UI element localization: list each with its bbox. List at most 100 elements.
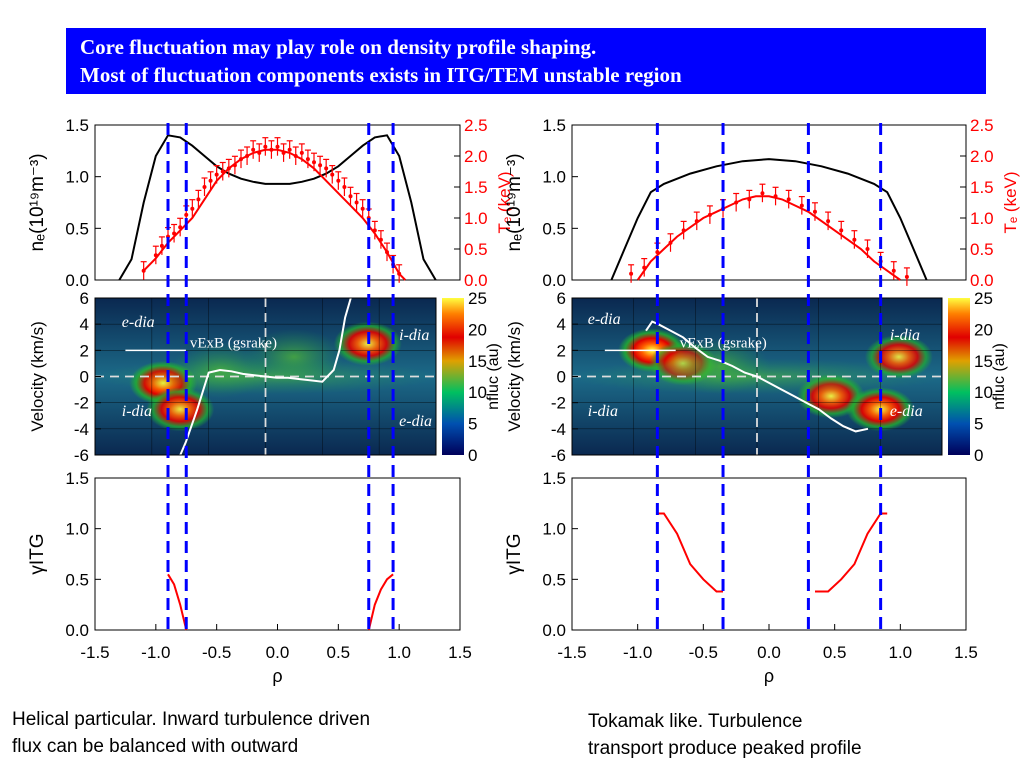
y-tick-label-1: 0.5 <box>65 570 89 589</box>
te-data-point <box>318 163 323 168</box>
y-tick-label-3: 1.5 <box>542 469 566 488</box>
y-tick-label-2: 1.0 <box>65 168 89 187</box>
te-data-point <box>324 166 329 171</box>
annotation-0: e-dia <box>122 314 155 331</box>
te-data-point <box>786 197 791 202</box>
annotation-3: e-dia <box>890 403 923 420</box>
y2-tick-label-0: 0.0 <box>464 271 488 290</box>
x-tick-label-6: 1.5 <box>448 643 472 662</box>
te-data-point <box>239 157 243 162</box>
colorbar-tick-2: 10 <box>974 383 993 402</box>
te-data-point <box>799 203 804 208</box>
te-data-point <box>397 271 402 276</box>
te-data-point <box>760 191 765 196</box>
te-data-point <box>251 147 256 152</box>
y-tick-label-1: 0.5 <box>542 219 566 238</box>
y2-tick-label-2: 1.0 <box>970 209 994 228</box>
y-tick-label-2: 1.0 <box>542 520 566 539</box>
x-tick-label-5: 1.0 <box>889 643 913 662</box>
te-data-point <box>190 206 195 211</box>
panel-left-0: 0.0 0.5 1.0 1.5 2.0 2.5 Tₑ (keV) 0.0 0.5 1.0 1.5 nₑ… <box>27 116 514 290</box>
te-data-point <box>153 253 158 258</box>
colorbar-tick-4: 20 <box>974 320 993 339</box>
y-axis-label: nₑ(10¹⁹m⁻³) <box>504 153 525 251</box>
gamma-itg-line-1 <box>815 512 888 593</box>
te-data-point <box>891 268 896 273</box>
te-data-point <box>655 250 660 255</box>
y-tick-label-2: -2 <box>551 394 566 413</box>
te-data-point <box>734 200 739 205</box>
y-axis-label: Velocity (km/s) <box>28 321 47 432</box>
annotation-3: e-dia <box>399 413 432 430</box>
te-data-point <box>232 163 237 168</box>
gamma-itg-line-1 <box>367 573 394 631</box>
y-tick-label-3: 1.5 <box>542 116 566 135</box>
te-data-point <box>642 265 647 270</box>
te-data-point <box>372 228 377 233</box>
y-tick-label-1: 0.5 <box>65 219 89 238</box>
y-tick-label-5: 4 <box>80 315 89 334</box>
te-data-point <box>214 172 219 177</box>
y-tick-label-3: 0 <box>80 368 89 387</box>
y-tick-label-3: 0 <box>557 368 566 387</box>
x-axis-label: ρ <box>764 666 774 686</box>
te-data-point <box>245 154 250 158</box>
te-data-point <box>342 185 347 189</box>
x-axis-label: ρ <box>272 666 282 686</box>
caption-left: Helical particular. Inward turbulence dr… <box>12 706 512 760</box>
colorbar-tick-4: 20 <box>468 320 487 339</box>
te-data-point <box>904 274 909 279</box>
x-tick-label-4: 0.5 <box>327 643 351 662</box>
te-data-point <box>336 178 341 183</box>
x-tick-label-6: 1.5 <box>954 643 978 662</box>
annotation-4: vExB (gsrake) <box>190 336 277 352</box>
title-line-1: Core fluctuation may play role on densit… <box>80 35 597 59</box>
x-tick-label-0: -1.5 <box>80 643 109 662</box>
te-data-point <box>208 178 213 183</box>
te-data-point <box>812 209 817 214</box>
te-data-point <box>226 166 231 171</box>
y-tick-label-2: -2 <box>74 394 89 413</box>
te-data-point <box>839 228 844 233</box>
y2-tick-label-1: 0.5 <box>464 240 488 259</box>
caption-left-line-1: Helical particular. Inward turbulence dr… <box>12 709 371 730</box>
y-tick-label-2: 1.0 <box>542 168 566 187</box>
panel-left-2: 0.0 0.5 1.0 1.5 γITG -1.5 -1.0 -0.5 0.0 0.5 1.0 1.5… <box>27 469 472 686</box>
y-tick-label-0: 0.0 <box>65 271 89 290</box>
figure-right: 0.0 0.5 1.0 1.5 2.0 2.5 Tₑ (keV) 0.0 0.5 1.0 1.5 nₑ… <box>504 116 1020 686</box>
te-data-point <box>141 268 146 273</box>
colorbar-tick-2: 10 <box>468 383 487 402</box>
te-data-point <box>865 247 870 251</box>
y-tick-label-0: 0.0 <box>65 621 89 640</box>
te-data-point <box>330 172 335 177</box>
colorbar-tick-0: 0 <box>974 446 983 465</box>
gamma-itg-line-0 <box>657 512 723 593</box>
y-tick-label-2: 1.0 <box>65 520 89 539</box>
colorbar-tick-0: 0 <box>468 446 477 465</box>
te-data-point <box>202 185 207 189</box>
y-axis-label: nₑ(10¹⁹m⁻³) <box>27 153 48 251</box>
colorbar-label: nfluc (au) <box>991 343 1008 410</box>
panel-right-0: 0.0 0.5 1.0 1.5 2.0 2.5 Tₑ (keV) 0.0 0.5 1.0 1.5 nₑ… <box>504 116 1020 290</box>
y-tick-label-0: 0.0 <box>542 621 566 640</box>
te-data-point <box>220 169 225 174</box>
x-tick-label-1: -1.0 <box>141 643 170 662</box>
caption-right-line-2: transport produce peaked profile <box>588 738 862 759</box>
panel-frame <box>571 124 967 281</box>
te-fit-line <box>636 195 901 281</box>
colorbar-tick-5: 25 <box>468 289 487 308</box>
te-data-point <box>747 197 752 202</box>
y2-tick-label-1: 0.5 <box>970 240 994 259</box>
te-data-point <box>681 228 686 233</box>
panel-frame <box>94 124 461 281</box>
vexb-series-line-0 <box>179 297 352 456</box>
te-data-point <box>275 144 280 149</box>
te-data-point <box>281 150 286 155</box>
te-data-point <box>299 150 304 155</box>
te-data-point <box>348 194 353 199</box>
te-data-point <box>852 237 857 242</box>
x-tick-label-3: 0.0 <box>757 643 781 662</box>
colorbar-tick-5: 25 <box>974 289 993 308</box>
x-tick-label-2: -0.5 <box>202 643 231 662</box>
